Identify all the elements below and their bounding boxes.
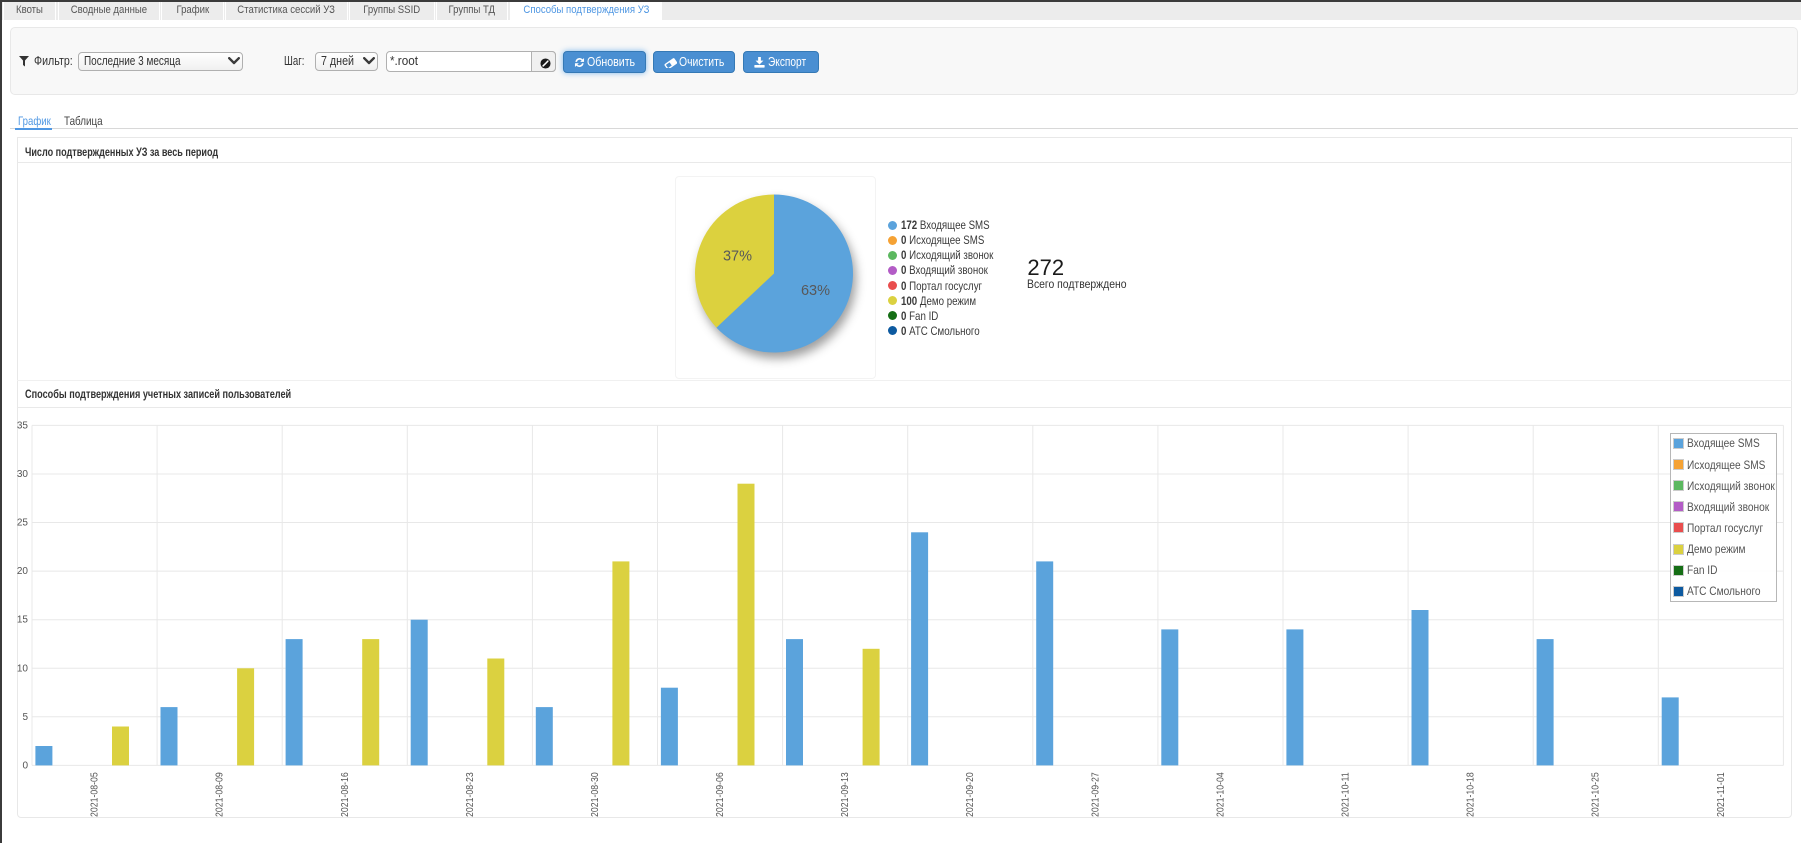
svg-text:10: 10 — [17, 663, 29, 674]
svg-text:2021-08-30: 2021-08-30 — [589, 772, 601, 817]
svg-text:30: 30 — [17, 469, 29, 480]
svg-text:2021-08-16: 2021-08-16 — [339, 772, 351, 817]
svg-text:2021-08-09: 2021-08-09 — [214, 772, 226, 817]
svg-text:2021-10-11: 2021-10-11 — [1340, 772, 1352, 817]
svg-text:5: 5 — [22, 712, 28, 723]
svg-text:20: 20 — [17, 566, 29, 577]
svg-text:25: 25 — [17, 518, 29, 529]
svg-text:63%: 63% — [801, 283, 830, 299]
svg-text:2021-10-18: 2021-10-18 — [1465, 772, 1477, 817]
svg-text:0: 0 — [22, 760, 28, 771]
svg-text:37%: 37% — [723, 249, 752, 265]
svg-text:2021-08-05: 2021-08-05 — [89, 772, 101, 817]
svg-text:2021-09-13: 2021-09-13 — [839, 772, 851, 817]
svg-text:2021-08-23: 2021-08-23 — [464, 772, 476, 817]
svg-text:35: 35 — [17, 420, 29, 431]
svg-text:15: 15 — [17, 615, 29, 626]
svg-text:2021-09-20: 2021-09-20 — [964, 772, 976, 817]
svg-text:2021-10-04: 2021-10-04 — [1214, 772, 1226, 817]
svg-text:2021-09-27: 2021-09-27 — [1089, 772, 1101, 817]
svg-text:2021-09-06: 2021-09-06 — [714, 772, 726, 817]
svg-text:2021-11-01: 2021-11-01 — [1715, 772, 1727, 817]
svg-text:2021-10-25: 2021-10-25 — [1590, 772, 1602, 817]
